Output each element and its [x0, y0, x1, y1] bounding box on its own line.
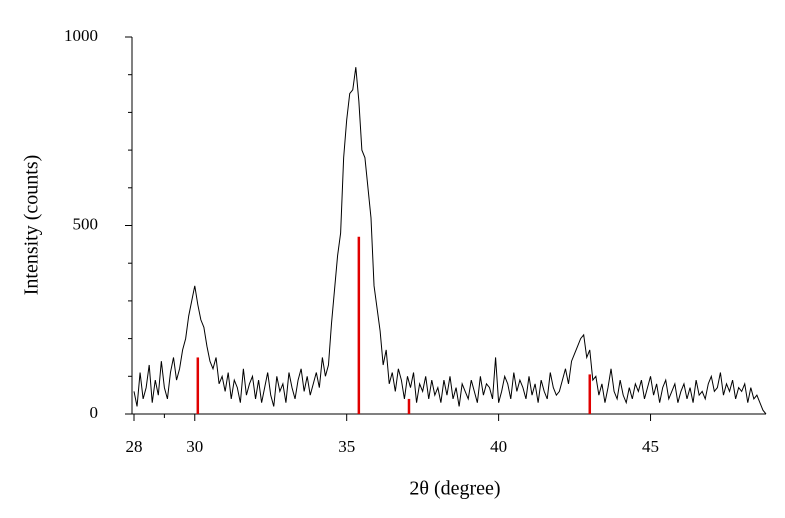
pattern-line	[133, 67, 767, 415]
y-tick-label: 500	[73, 214, 99, 233]
y-axis-title: Intensity (counts)	[21, 155, 43, 296]
x-tick-label: 30	[186, 437, 203, 456]
x-axis-title: 2θ (degree)	[409, 478, 500, 500]
x-tick-label: 28	[126, 437, 143, 456]
y-tick-label: 1000	[64, 26, 98, 45]
x-tick-label: 35	[338, 437, 355, 456]
x-tick-label: 40	[490, 437, 507, 456]
y-tick-label: 0	[90, 403, 99, 422]
x-tick-label: 45	[642, 437, 659, 456]
